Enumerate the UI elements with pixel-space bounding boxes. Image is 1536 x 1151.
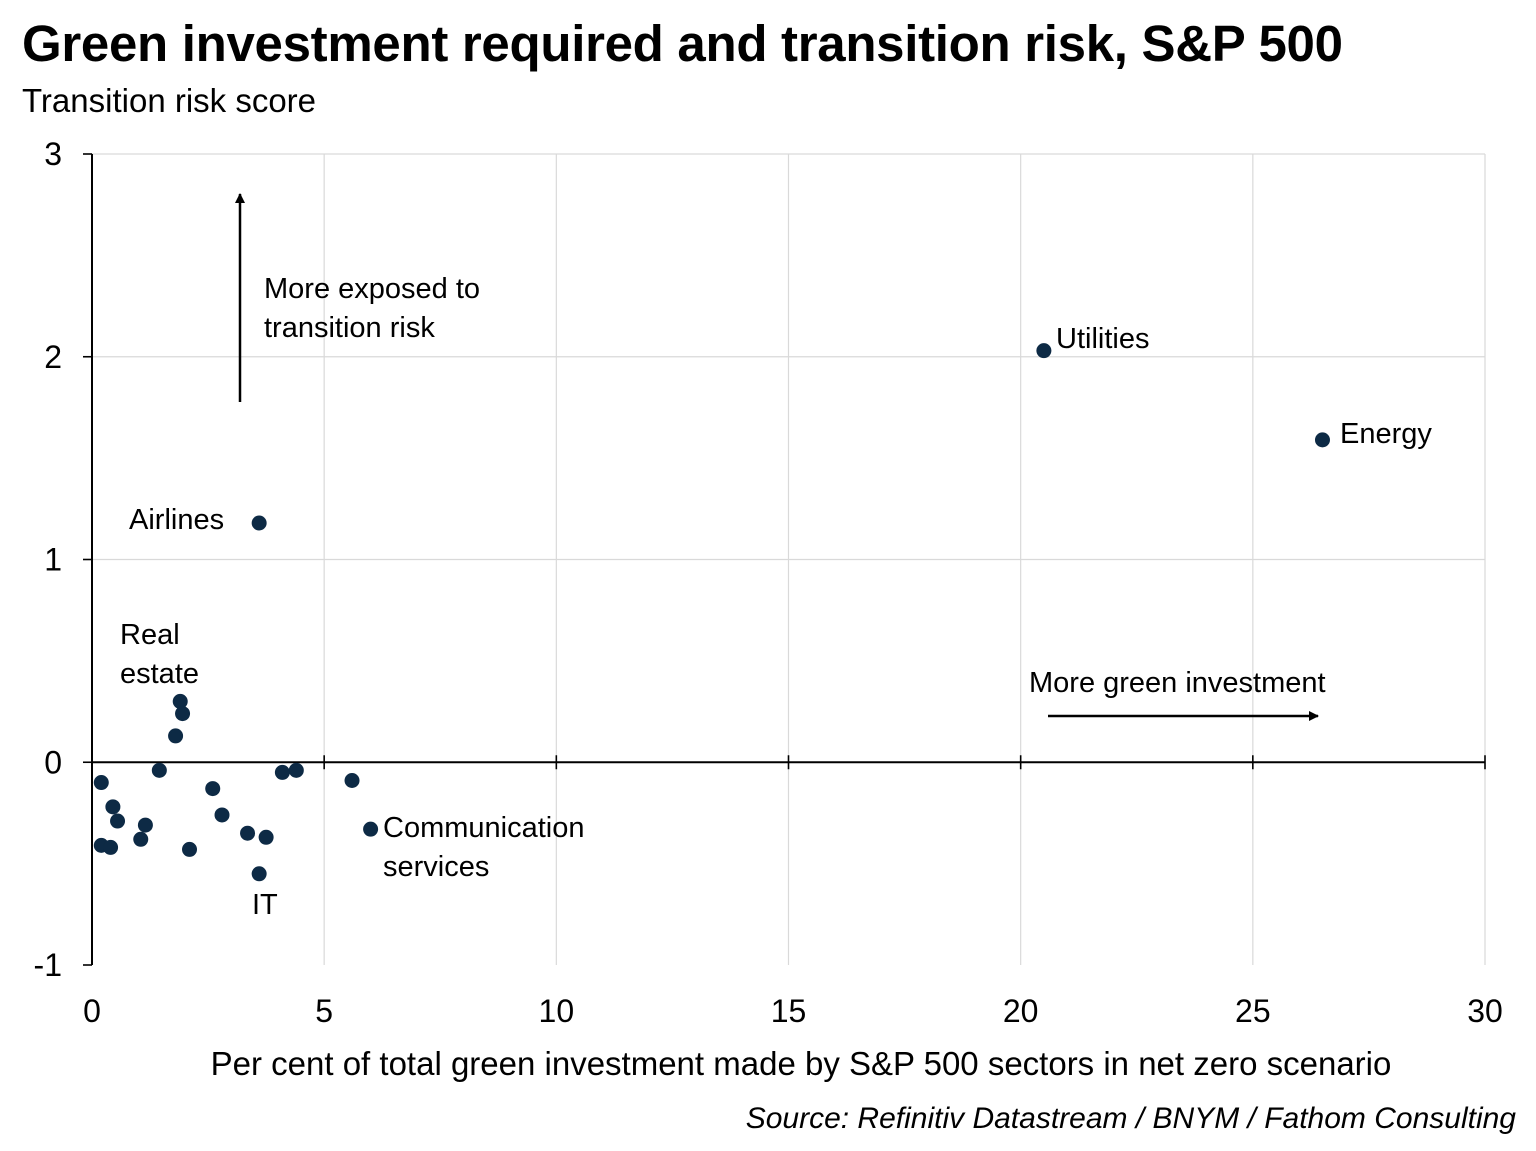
y-tick-label: 3 <box>44 136 62 172</box>
x-tick-label: 20 <box>1003 993 1039 1029</box>
investment-arrow-label: More green investment <box>1029 667 1326 699</box>
data-point <box>110 813 126 829</box>
point-airlines <box>251 515 267 531</box>
x-tick-label: 0 <box>83 993 101 1029</box>
label-airlines: Airlines <box>129 504 224 536</box>
label-utilities: Utilities <box>1056 323 1149 355</box>
label-real-estate-line1: Real <box>120 619 180 651</box>
data-point <box>151 762 167 778</box>
x-axis-title: Per cent of total green investment made … <box>211 1045 1392 1082</box>
data-point <box>168 728 184 744</box>
point-it <box>251 866 267 882</box>
data-point <box>182 841 198 857</box>
data-point <box>214 807 230 823</box>
point-utilities <box>1036 343 1052 359</box>
data-points <box>93 343 1330 882</box>
data-point <box>258 829 274 845</box>
chart-title: Green investment required and transition… <box>22 15 1343 72</box>
data-point <box>288 762 304 778</box>
data-point <box>205 781 221 797</box>
point-energy <box>1314 432 1330 448</box>
y-axis-title: Transition risk score <box>22 82 317 119</box>
gridlines <box>92 153 1486 965</box>
x-tick-label: 30 <box>1467 993 1503 1029</box>
y-tick-label: 1 <box>44 542 62 578</box>
risk-arrow-label-line2: transition risk <box>264 312 435 344</box>
y-tick-label: 0 <box>44 744 62 780</box>
data-point <box>105 799 121 815</box>
data-point <box>240 825 256 841</box>
data-point <box>93 775 109 791</box>
data-point <box>274 764 290 780</box>
source-note: Source: Refinitiv Datastream / BNYM / Fa… <box>745 1102 1516 1135</box>
y-tick-label: -1 <box>34 947 62 983</box>
label-communication-line1: Communication <box>383 812 584 844</box>
data-point <box>175 706 191 722</box>
x-tick-label: 10 <box>539 993 575 1029</box>
x-tick-label: 25 <box>1235 993 1271 1029</box>
data-point <box>137 817 153 833</box>
data-point <box>103 839 119 855</box>
axes: 0 5 10 15 20 25 30 -1 0 1 2 3 <box>34 136 1503 1029</box>
risk-arrow-label-line1: More exposed to <box>264 273 480 305</box>
label-it: IT <box>252 889 278 921</box>
data-point <box>133 831 149 847</box>
data-point <box>344 772 360 788</box>
x-tick-label: 15 <box>771 993 807 1029</box>
label-real-estate-line2: estate <box>120 658 199 690</box>
x-tick-label: 5 <box>315 993 333 1029</box>
label-energy: Energy <box>1340 418 1432 450</box>
point-communication-services <box>363 821 379 837</box>
label-communication-line2: services <box>383 851 489 883</box>
y-tick-label: 2 <box>44 339 62 375</box>
point-real-estate <box>172 693 188 709</box>
